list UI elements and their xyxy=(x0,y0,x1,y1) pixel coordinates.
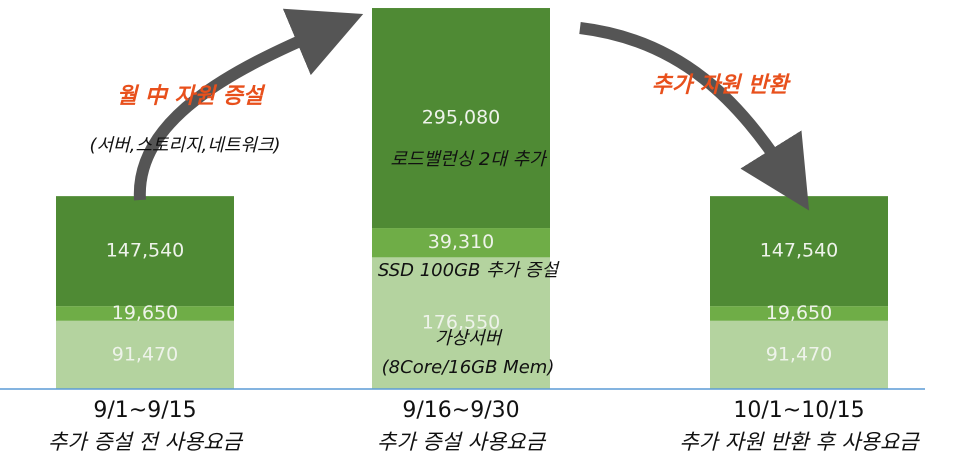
x-tick-label: 9/1~9/15 xyxy=(93,398,196,423)
bar-segment xyxy=(372,228,550,258)
x-sub-label: 추가 증설 전 사용요금 xyxy=(48,430,244,454)
bar-segment xyxy=(372,8,550,229)
bar-segment xyxy=(710,306,888,321)
annotation: 추가 자원 반환 xyxy=(652,73,792,98)
bar-segment xyxy=(56,196,234,307)
value-label: 147,540 xyxy=(760,240,839,262)
arrow-up xyxy=(133,8,364,201)
bar-segment xyxy=(372,257,550,389)
value-label: 91,470 xyxy=(112,343,178,365)
bar-segment xyxy=(56,306,234,321)
value-label: 176,550 xyxy=(422,312,501,334)
bar-segment xyxy=(710,320,888,389)
x-tick-label: 10/1~10/15 xyxy=(733,398,864,423)
annotation: (서버,스토리지,네트워크) xyxy=(89,135,280,156)
annotation: SSD 100GB 추가 증설 xyxy=(378,260,561,281)
annotation: 가상서버 xyxy=(435,328,504,349)
x-sub-label: 추가 증설 사용요금 xyxy=(377,430,547,454)
value-label: 91,470 xyxy=(766,343,832,365)
x-sub-label: 추가 자원 반환 후 사용요금 xyxy=(679,430,920,454)
value-label: 19,650 xyxy=(112,302,178,324)
x-tick-label: 9/16~9/30 xyxy=(402,398,519,423)
bar-segment xyxy=(710,196,888,307)
value-label: 295,080 xyxy=(422,107,501,129)
annotation: 월 中 자원 증설 xyxy=(117,84,266,109)
arrow-down xyxy=(579,22,810,211)
annotation: (8Core/16GB Mem) xyxy=(382,357,555,378)
value-label: 39,310 xyxy=(428,231,494,253)
value-label: 19,650 xyxy=(766,302,832,324)
bar-segment xyxy=(56,320,234,389)
bars xyxy=(56,8,888,389)
value-label: 147,540 xyxy=(106,240,185,262)
annotation: 로드밸런싱 2대 추가 xyxy=(390,149,548,170)
